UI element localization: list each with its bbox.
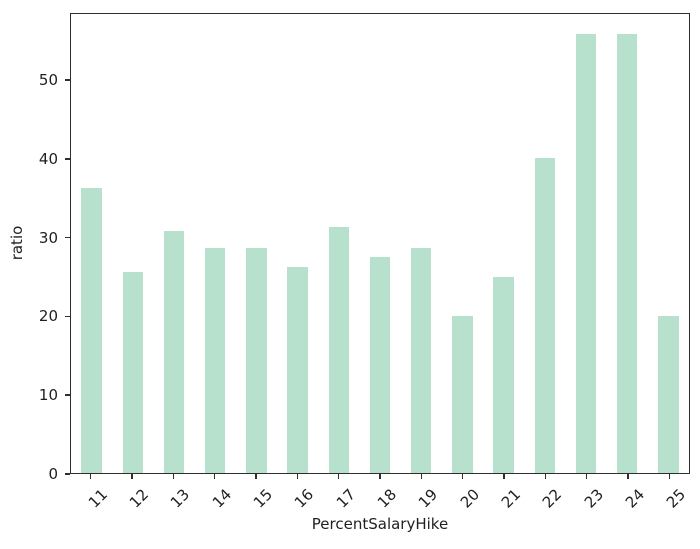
y-tick-label: 40 — [38, 149, 58, 168]
bar-24 — [616, 33, 638, 473]
bar-16 — [287, 267, 308, 473]
x-tick-mark — [668, 474, 671, 479]
bar-23 — [575, 33, 597, 473]
y-tick-label: 50 — [38, 70, 58, 89]
x-tick-mark — [544, 474, 547, 479]
y-tick-mark — [65, 236, 70, 239]
bar-14 — [204, 247, 226, 473]
bar-17 — [328, 227, 350, 473]
x-axis-label: PercentSalaryHike — [311, 515, 449, 533]
x-tick-mark — [337, 474, 340, 479]
x-tick-mark — [503, 474, 505, 479]
bar-19 — [410, 247, 432, 473]
x-tick-mark — [296, 474, 299, 479]
y-tick-mark — [65, 394, 70, 396]
bar-22 — [534, 158, 556, 473]
x-tick-mark — [420, 474, 423, 479]
x-tick-mark — [627, 474, 629, 479]
x-tick-mark — [131, 474, 133, 479]
y-tick-label: 30 — [38, 228, 58, 247]
y-tick-mark — [65, 158, 70, 160]
plot-area — [70, 13, 690, 474]
x-tick-mark — [89, 474, 92, 479]
x-tick-mark — [461, 474, 464, 479]
bar-15 — [246, 247, 267, 473]
bar-20 — [452, 316, 473, 473]
y-tick-mark — [65, 473, 70, 475]
bar-11 — [81, 188, 102, 473]
bar-13 — [163, 231, 185, 473]
y-tick-label: 20 — [38, 307, 58, 326]
x-tick-mark — [585, 474, 588, 479]
y-tick-mark — [65, 79, 70, 81]
bar-25 — [658, 316, 679, 473]
x-tick-mark — [213, 474, 216, 479]
bar-21 — [493, 276, 514, 473]
x-tick-mark — [255, 474, 257, 479]
y-tick-mark — [65, 315, 70, 318]
y-tick-label: 0 — [48, 465, 58, 483]
x-tick-mark — [379, 474, 381, 479]
x-tick-mark — [172, 474, 175, 479]
bar-18 — [369, 257, 391, 473]
y-tick-label: 10 — [38, 386, 58, 405]
bar-12 — [122, 272, 144, 473]
